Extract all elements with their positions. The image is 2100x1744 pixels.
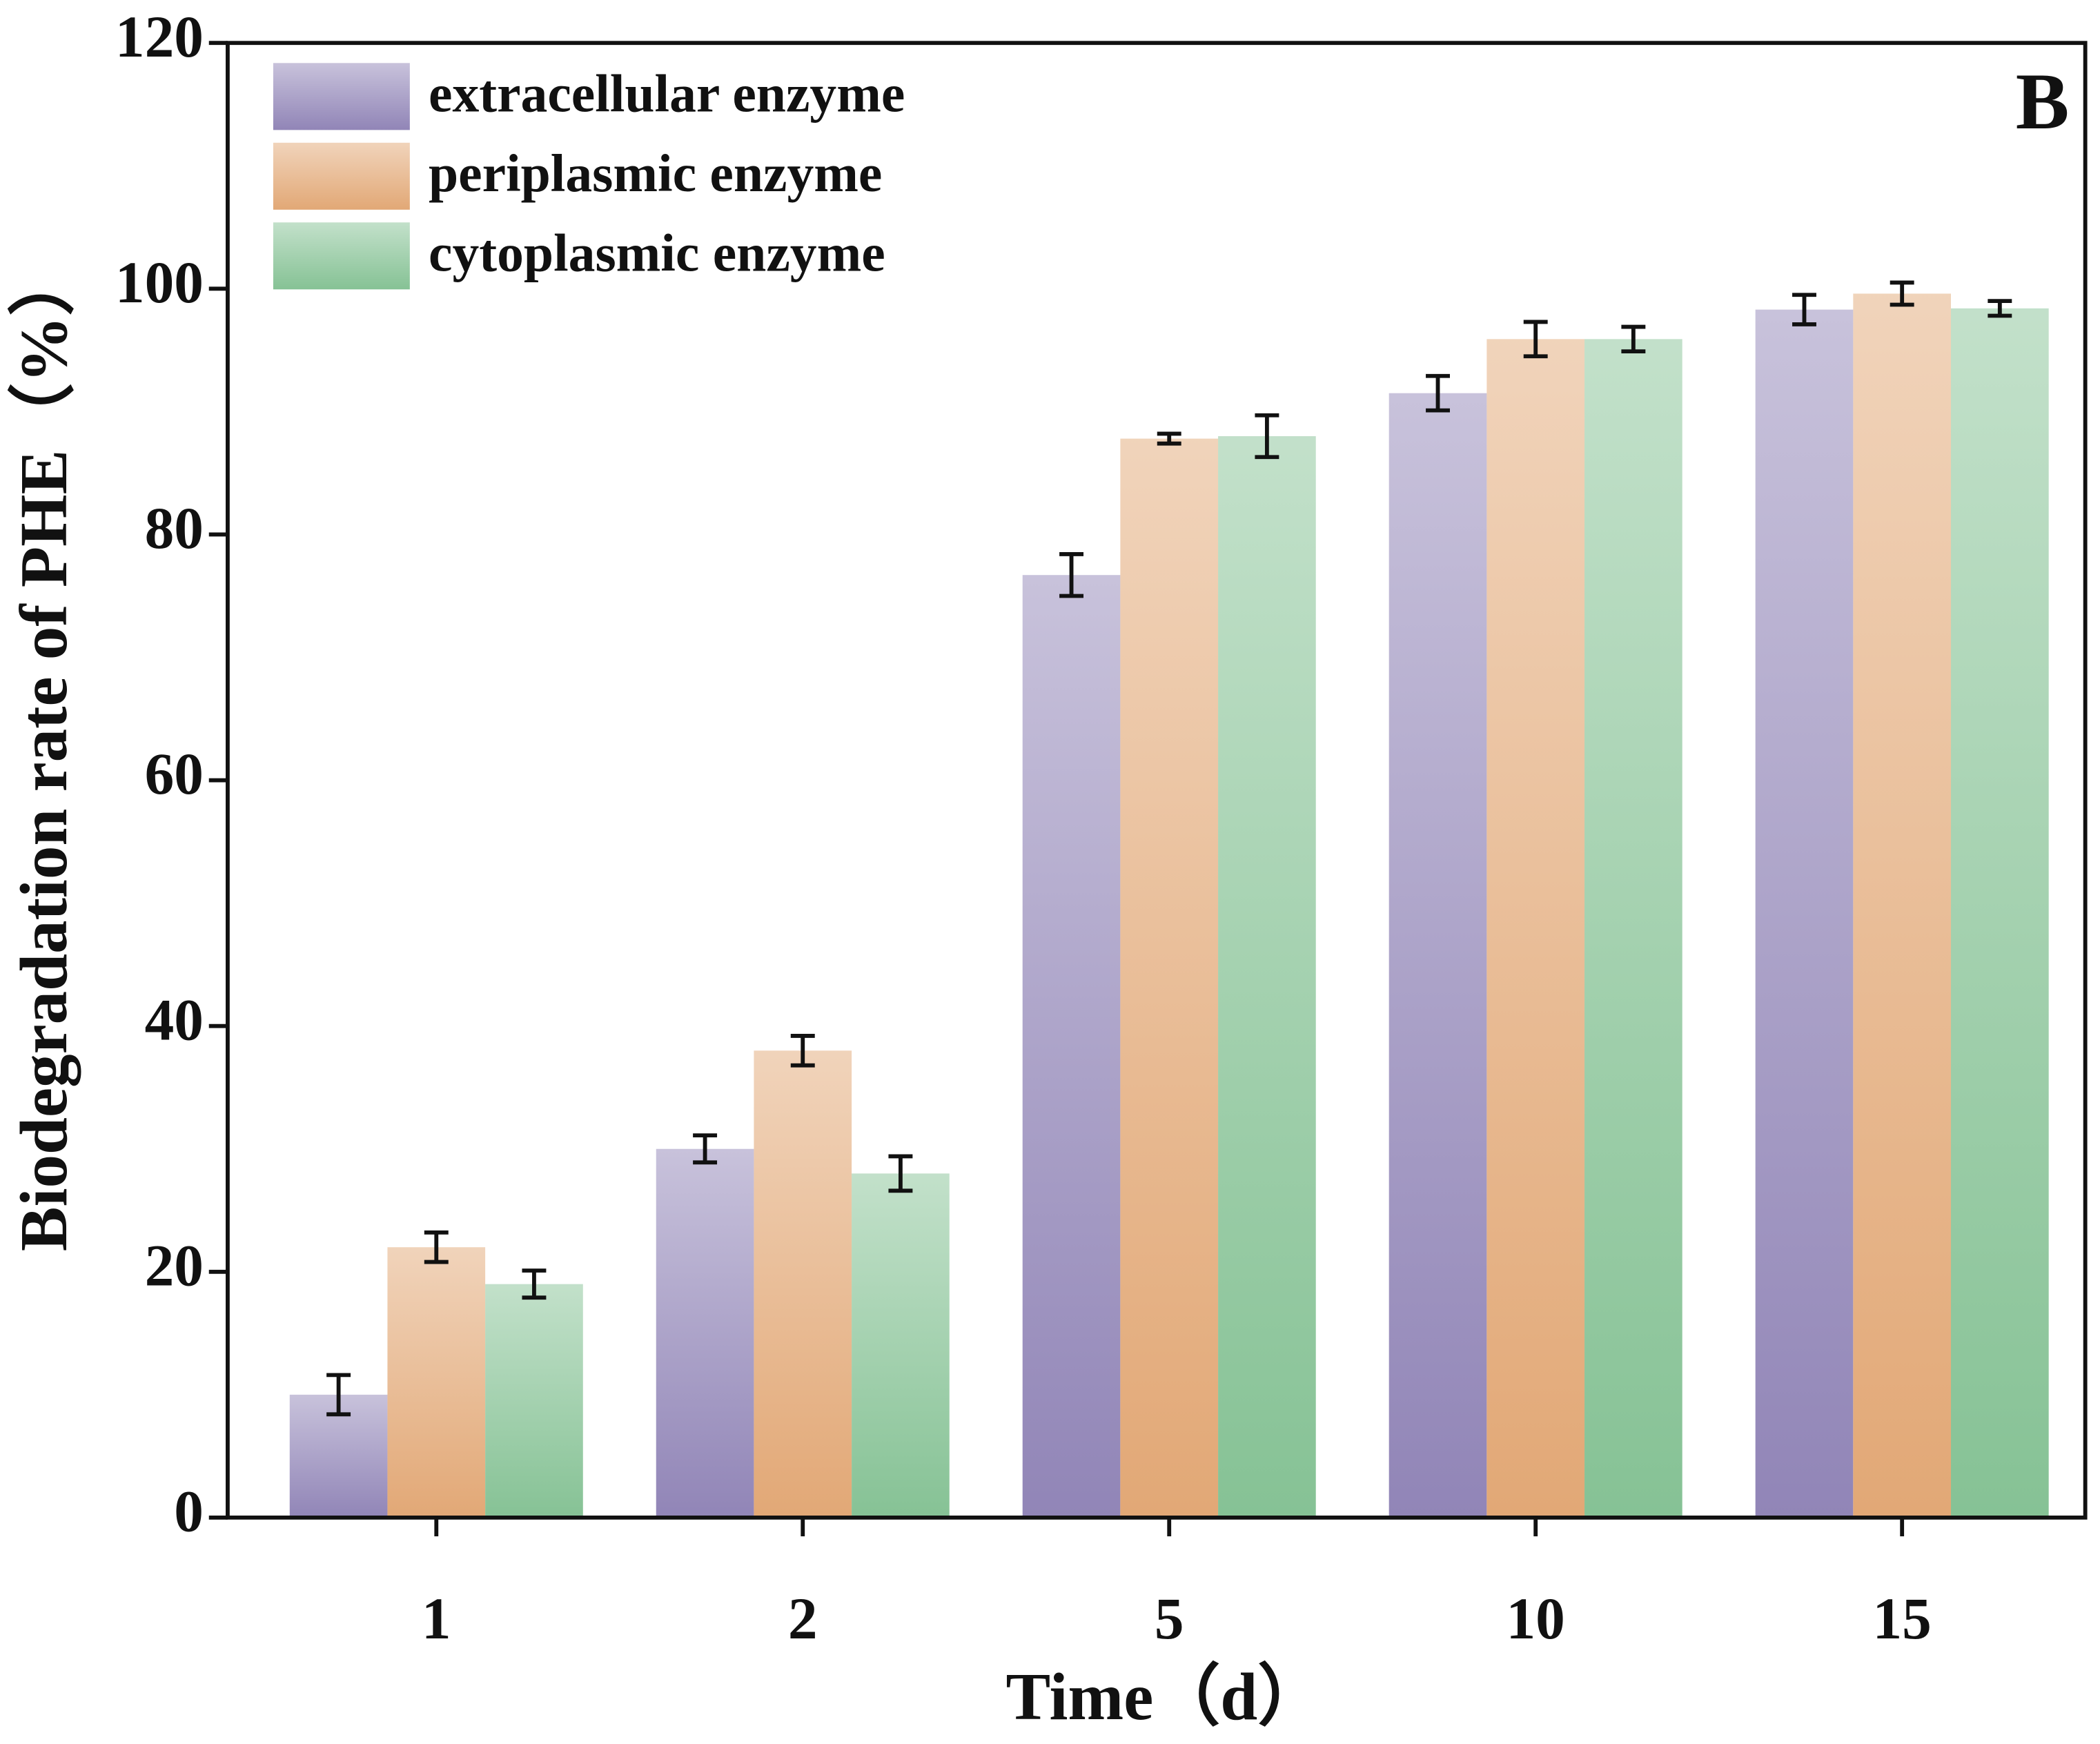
error-bar <box>1988 299 2012 318</box>
y-tick-label: 120 <box>115 5 204 70</box>
y-tick-label: 80 <box>145 496 204 561</box>
error-bar <box>1523 320 1548 359</box>
bar <box>1120 438 1219 1518</box>
x-tick-label: 1 <box>422 1587 451 1652</box>
error-bar <box>888 1154 913 1193</box>
error-bar <box>1621 324 1646 354</box>
x-tick-label: 5 <box>1155 1587 1184 1652</box>
error-bar <box>790 1034 815 1068</box>
panel-label: B <box>2016 57 2070 146</box>
y-tick-label: 60 <box>145 742 204 807</box>
legend-label: extracellular enzyme <box>429 64 905 124</box>
error-bar <box>326 1373 351 1417</box>
bar <box>1388 393 1487 1518</box>
x-tick-label: 2 <box>788 1587 818 1652</box>
bar <box>387 1247 486 1518</box>
bar <box>1853 293 1952 1518</box>
bar <box>1951 308 2049 1518</box>
bar <box>1022 575 1121 1518</box>
error-bar <box>1059 552 1084 598</box>
error-bar <box>693 1133 718 1165</box>
bar <box>1755 309 1854 1518</box>
bar <box>1218 435 1316 1518</box>
bar <box>852 1173 950 1518</box>
error-bar <box>522 1268 547 1300</box>
bar <box>1486 339 1585 1518</box>
y-tick-label: 20 <box>145 1233 204 1298</box>
y-axis-label: Biodegradation rate of PHE（%） <box>7 249 81 1251</box>
x-axis-label: Time（d） <box>1006 1660 1325 1734</box>
bar <box>485 1284 583 1518</box>
y-tick-label: 0 <box>174 1480 204 1545</box>
error-bar <box>1255 413 1279 460</box>
legend-swatch <box>273 63 410 130</box>
bar <box>656 1148 754 1518</box>
error-bar <box>1426 373 1450 413</box>
y-tick-label: 40 <box>145 988 204 1052</box>
legend-swatch <box>273 222 410 290</box>
y-tick-label: 100 <box>115 251 204 315</box>
bar <box>754 1050 852 1518</box>
x-tick-label: 10 <box>1507 1587 1565 1652</box>
error-bar <box>1890 280 1914 307</box>
legend-swatch <box>273 142 410 210</box>
legend-label: periplasmic enzyme <box>429 144 882 203</box>
bar <box>1584 339 1682 1518</box>
x-tick-label: 15 <box>1872 1587 1931 1652</box>
error-bar <box>1792 293 1816 326</box>
error-bar <box>1157 431 1181 446</box>
legend-label: cytoplasmic enzyme <box>429 223 885 282</box>
error-bar <box>424 1230 449 1264</box>
